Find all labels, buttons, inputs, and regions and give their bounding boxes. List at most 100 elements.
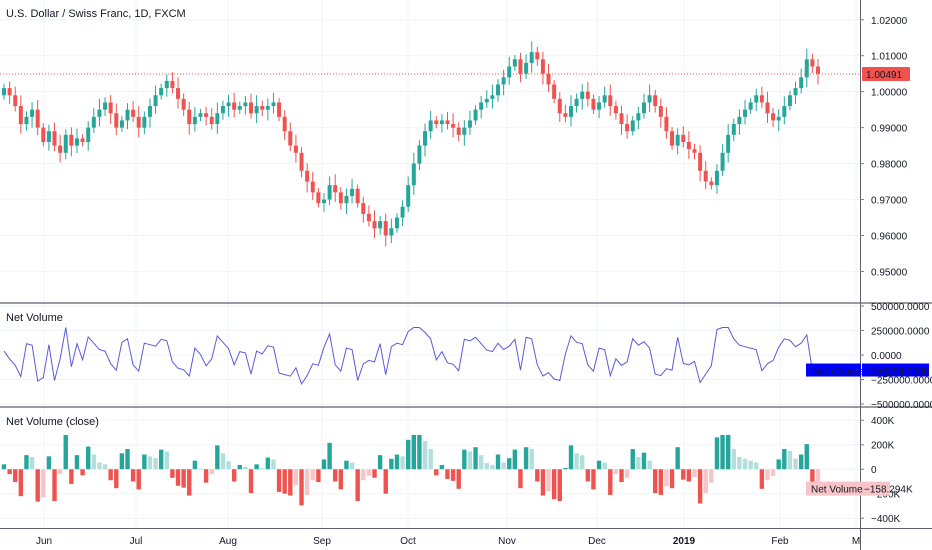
time-axis-label: Jul: [130, 536, 143, 547]
price-axis-label: 1.01000: [871, 52, 908, 63]
net-volume-pane-title: Net Volume: [6, 312, 63, 324]
candle-body: [378, 221, 383, 229]
candle-body: [355, 188, 360, 204]
candle-body: [810, 59, 815, 67]
candle-body: [540, 59, 545, 74]
price-candle: [24, 111, 29, 131]
price-candle: [147, 98, 152, 128]
net-volume-bar: [557, 469, 562, 502]
net-volume-bar: [377, 455, 383, 470]
candle-body: [192, 116, 197, 125]
price-candle: [535, 46, 540, 66]
price-candle: [176, 77, 181, 109]
net-volume-bar: [136, 469, 141, 490]
net-volume-bar: [86, 446, 91, 470]
net-volume-bar: [686, 469, 692, 482]
price-candle: [153, 85, 158, 114]
price-candle: [585, 81, 590, 107]
candle-body: [260, 106, 265, 110]
candle-body: [52, 131, 57, 146]
net-volume-close-axis-label: 0: [871, 465, 877, 476]
candle-body: [321, 199, 326, 204]
candle-body: [686, 142, 691, 150]
candle-body: [793, 88, 798, 96]
net-volume-bar: [400, 456, 405, 470]
candle-body: [254, 106, 259, 114]
net-volume-bar: [91, 454, 97, 470]
price-candle: [136, 106, 141, 138]
candle-body: [462, 127, 467, 135]
net-volume-bar: [551, 469, 557, 500]
price-candle: [192, 107, 197, 132]
price-candle: [647, 84, 652, 113]
net-volume-bar: [271, 459, 276, 470]
candle-body: [131, 109, 136, 117]
price-candle: [372, 210, 377, 239]
price-candle: [782, 96, 787, 125]
candle-body: [119, 120, 124, 128]
candle-body: [338, 192, 343, 204]
candle-body: [630, 120, 635, 132]
price-candle: [473, 105, 478, 125]
price-candle: [282, 110, 287, 140]
net-volume-bar: [198, 468, 203, 470]
price-candle: [518, 52, 523, 83]
candle-body: [799, 77, 804, 89]
net-volume-bar: [585, 469, 591, 482]
candle-body: [63, 134, 68, 153]
price-candle: [703, 161, 708, 190]
price-candle: [698, 145, 703, 182]
net-volume-bar: [119, 453, 125, 470]
price-candle: [114, 103, 119, 136]
net-volume-bar: [260, 468, 265, 470]
candle-body: [249, 102, 254, 114]
net-volume-bar: [97, 462, 102, 470]
price-candle: [810, 53, 815, 73]
net-volume-bar: [13, 469, 18, 483]
net-volume-bar: [422, 441, 428, 470]
price-candles: [2, 41, 820, 247]
price-candle: [406, 176, 411, 213]
candle-body: [613, 106, 618, 114]
candle-body: [74, 138, 79, 146]
net-volume-bar: [602, 462, 607, 470]
price-candle: [69, 127, 74, 157]
time-axis: Jun Jul Aug Sep Oct Nov Dec 2019 Feb M: [36, 536, 860, 547]
net-volume-close-axis-label: 400K: [871, 416, 895, 427]
net-volume-bar: [147, 456, 153, 470]
price-candle: [709, 177, 714, 190]
price-candle: [265, 98, 270, 121]
candle-body: [310, 181, 315, 193]
price-axis-label: 1.00000: [871, 88, 908, 99]
candle-body: [585, 91, 590, 99]
time-axis-label: Nov: [498, 536, 516, 547]
net-volume-bar: [692, 469, 697, 478]
net-volume-bar: [333, 469, 338, 482]
candle-body: [602, 95, 607, 103]
net-volume-bar: [209, 469, 214, 475]
candle-body: [170, 80, 175, 89]
net-volume-bar: [63, 434, 68, 470]
net-volume-bar: [164, 451, 169, 470]
net-volume-axis-label: 500000.0000: [871, 302, 930, 313]
net-volume-bar: [46, 456, 52, 470]
price-candle: [58, 134, 63, 163]
price-candle: [350, 179, 355, 204]
candle-body: [327, 185, 332, 200]
candle-body: [658, 106, 663, 117]
net-volume-bar: [142, 454, 147, 470]
net-volume-bar: [389, 458, 394, 470]
net-volume-bar: [462, 449, 467, 470]
price-candle: [428, 110, 433, 139]
price-candle: [759, 86, 764, 108]
price-candle: [496, 79, 501, 102]
net-volume-close-tag-value: −158.294K: [864, 485, 913, 496]
grid-lines: [0, 0, 860, 528]
candle-body: [591, 98, 596, 110]
price-candle: [591, 94, 596, 114]
price-candle: [653, 89, 658, 113]
price-candle: [664, 107, 669, 139]
price-candle: [462, 120, 467, 146]
price-candle: [501, 69, 506, 96]
